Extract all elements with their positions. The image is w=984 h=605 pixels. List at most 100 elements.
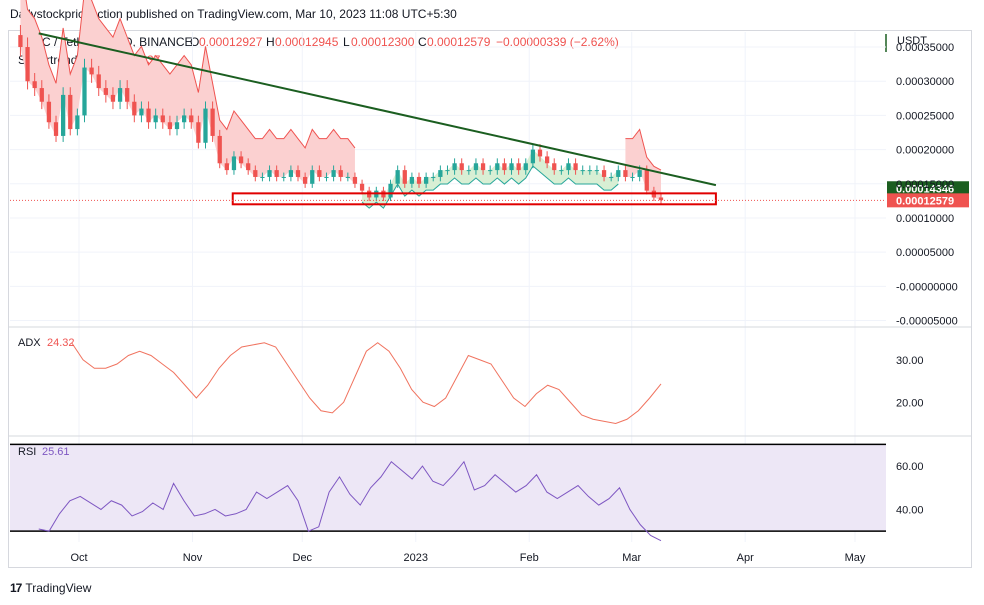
candle-body xyxy=(217,135,222,164)
candle-body xyxy=(388,183,393,198)
candle-body xyxy=(352,176,358,184)
supertrend-price-text: 0.00014346 xyxy=(896,183,954,195)
low-label: L xyxy=(343,35,350,49)
candle-body xyxy=(39,88,44,102)
x-tick-label: Nov xyxy=(183,552,203,564)
candle-body xyxy=(61,94,66,136)
candle-body xyxy=(530,149,536,164)
rsi-line xyxy=(38,460,662,542)
candle-body xyxy=(523,163,528,171)
candle-body xyxy=(96,74,101,89)
candle-body xyxy=(338,170,343,177)
candle-body xyxy=(82,67,87,116)
candle-body xyxy=(409,176,415,184)
candle-body xyxy=(359,183,365,191)
candle-body xyxy=(495,163,500,171)
candle-body xyxy=(196,122,201,143)
candle-body xyxy=(189,115,194,123)
candle-body xyxy=(438,170,443,177)
candle-body xyxy=(224,163,229,171)
candle-body xyxy=(331,170,336,177)
x-tick-label: Feb xyxy=(520,552,539,564)
candle-body xyxy=(637,170,642,177)
candle-body xyxy=(295,170,301,177)
rsi-tick-label: 60.00 xyxy=(896,461,924,473)
candle-body xyxy=(203,108,208,143)
candle-body xyxy=(630,176,635,178)
candle-body xyxy=(174,122,180,130)
candle-body xyxy=(623,170,628,177)
y-tick-label: 0.00005000 xyxy=(896,247,954,259)
candle-body xyxy=(473,163,479,171)
adx-value: 24.32 xyxy=(47,337,75,349)
candle-body xyxy=(139,108,144,116)
candle-body xyxy=(445,170,450,172)
candle-body xyxy=(395,170,400,184)
adx-tick-label: 20.00 xyxy=(896,397,924,409)
chart-frame xyxy=(8,30,972,568)
y-tick-label: 0.00010000 xyxy=(896,213,954,225)
rsi-band xyxy=(10,444,886,532)
candle-body xyxy=(68,94,73,130)
y-tick-label: -0.00000000 xyxy=(896,281,958,293)
close-label: C xyxy=(418,35,427,49)
supertrend-price-badge xyxy=(887,181,969,196)
candle-body xyxy=(117,88,123,102)
candle-body xyxy=(317,170,322,177)
high-label: H xyxy=(266,35,275,49)
candle-body xyxy=(46,101,52,123)
close-value: 0.00012579 xyxy=(427,35,491,49)
support-zone-box[interactable] xyxy=(231,192,717,206)
candle-body xyxy=(587,170,592,172)
tradingview-footer[interactable]: 17 TradingView xyxy=(10,581,91,595)
candle-body xyxy=(423,176,429,184)
last-price-badge xyxy=(887,193,969,208)
candle-body xyxy=(231,156,237,171)
candle-body xyxy=(594,170,600,172)
high-value: 0.00012945 xyxy=(275,35,339,49)
candle-body xyxy=(160,115,165,123)
candle-body xyxy=(459,163,464,171)
candle-body xyxy=(616,170,621,177)
currency-label: USDT xyxy=(897,35,927,47)
change-value: −0.00000339 (−2.62%) xyxy=(496,35,619,49)
candle-body xyxy=(110,94,116,102)
candle-body xyxy=(552,163,557,171)
descending-trendline[interactable] xyxy=(38,32,717,187)
candle-body xyxy=(281,176,286,178)
tradingview-brand: TradingView xyxy=(25,581,92,595)
candle-body xyxy=(609,176,614,178)
candle-body xyxy=(402,170,407,184)
x-tick-label: Oct xyxy=(70,552,87,564)
candle-body xyxy=(644,170,649,191)
candle-body xyxy=(103,88,108,95)
candle-body xyxy=(253,170,258,177)
publisher-line: Dailystockpriceaction published on Tradi… xyxy=(10,7,457,21)
candle-body xyxy=(89,67,94,75)
x-tick-label: Dec xyxy=(293,552,313,564)
candle-body xyxy=(537,149,543,157)
rsi-title: RSI xyxy=(18,446,36,458)
supertrend-up-fill xyxy=(362,149,619,209)
rsi-value: 25.61 xyxy=(42,446,70,458)
candle-body xyxy=(480,163,486,171)
y-tick-label: 0.00035000 xyxy=(896,42,954,54)
candle-body xyxy=(345,176,350,178)
open-value: 0.00012927 xyxy=(199,35,263,49)
supertrend-down-fill xyxy=(20,0,355,184)
y-tick-label: 0.00020000 xyxy=(896,145,954,157)
candle-body xyxy=(559,170,564,172)
candle-body xyxy=(146,108,151,123)
x-tick-label: May xyxy=(845,552,866,564)
y-tick-label: 0.00025000 xyxy=(896,110,954,122)
candle-body xyxy=(431,176,436,178)
y-tick-label: 0.00015000 xyxy=(896,179,954,191)
tradingview-logo-icon: 17 xyxy=(10,581,22,595)
supertrend-down-line xyxy=(25,0,356,149)
candle-body xyxy=(580,170,585,172)
candle-body xyxy=(238,156,244,164)
candle-body xyxy=(25,47,30,82)
candle-body xyxy=(452,163,457,171)
candle-body xyxy=(324,176,329,178)
